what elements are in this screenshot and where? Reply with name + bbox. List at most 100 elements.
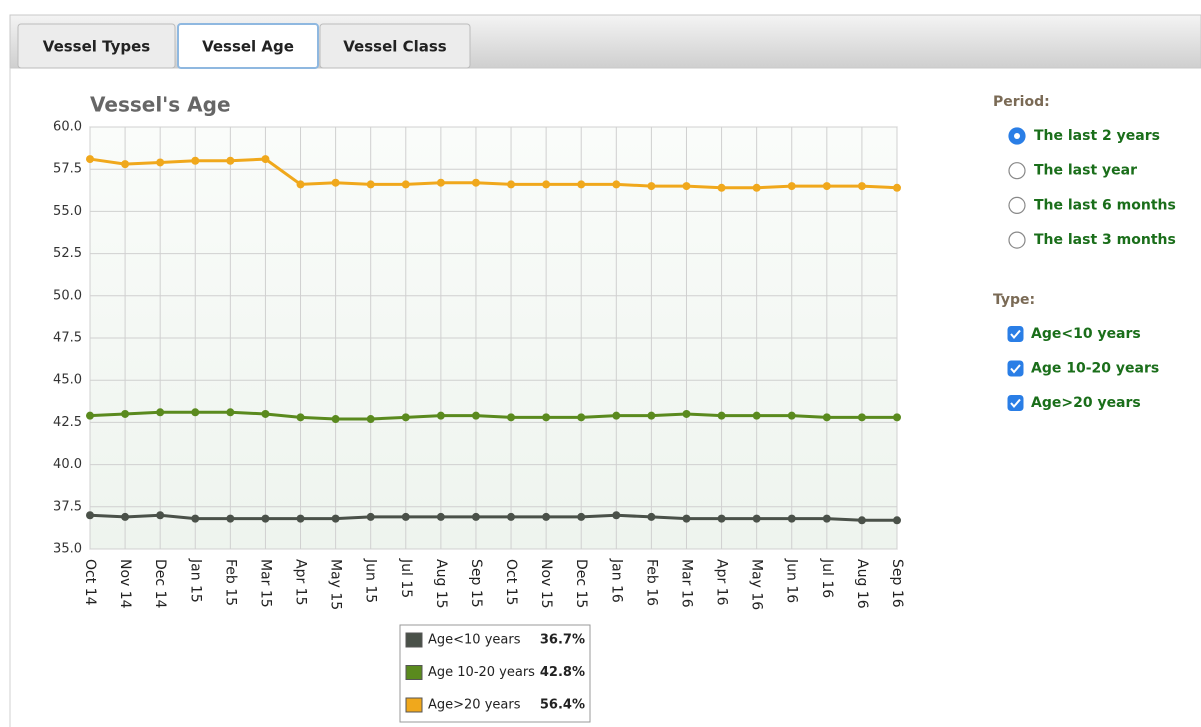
y-tick-label: 35.0 [53,542,82,557]
point [261,514,270,523]
point [717,411,726,420]
point [366,180,375,189]
point [121,160,130,169]
legend-swatch [405,697,423,713]
x-tick-label: Dec 15 [573,559,589,608]
radio-dot[interactable] [1014,133,1020,139]
x-tick-label: Jun 16 [784,558,800,603]
legend-name: Age 10-20 years [428,665,535,680]
radio[interactable] [1008,231,1026,249]
point [296,180,305,189]
y-tick-label: 47.5 [53,331,82,346]
y-tick-label: 40.0 [53,457,82,472]
legend-value: 42.8% [540,665,585,680]
point [156,158,165,167]
x-tick-label: Apr 15 [293,559,309,605]
y-tick-label: 45.0 [53,373,82,388]
y-tick-label: 57.5 [53,162,82,177]
point [226,156,235,165]
radio[interactable] [1008,196,1026,214]
x-tick-label: Sep 15 [468,559,484,608]
point [366,415,375,424]
checkbox-label[interactable]: Age>20 years [1031,395,1141,411]
radio-label[interactable]: The last 6 months [1034,197,1176,213]
checkbox[interactable] [1007,326,1024,342]
check-mark[interactable] [1010,364,1021,374]
type-label: Type: [993,292,1035,308]
x-tick-label: Mar 15 [257,559,273,608]
y-tick-label: 37.5 [53,499,82,514]
point [752,514,761,523]
x-tick-label: Feb 15 [222,559,238,606]
point [507,180,516,189]
x-tick-label: May 16 [749,559,765,610]
point [436,512,445,521]
tab-label[interactable]: Vessel Class [343,38,447,56]
checkbox[interactable] [1007,395,1024,411]
x-tick-label: Aug 15 [433,559,449,609]
checkbox-label[interactable]: Age 10-20 years [1031,361,1159,377]
point [787,514,796,523]
point [857,182,866,191]
point [682,514,691,523]
point [86,155,94,164]
checkbox[interactable] [1007,360,1024,377]
point [857,413,866,422]
checkbox-label[interactable]: Age<10 years [1031,326,1141,342]
point [331,514,340,523]
radio-label[interactable]: The last year [1034,163,1137,179]
x-tick-label: Feb 16 [643,559,659,606]
point [647,411,656,420]
point [471,411,480,420]
tab[interactable] [17,23,176,69]
legend-value: 56.4% [540,698,585,713]
point [577,180,586,189]
point [121,409,130,418]
point [156,511,165,520]
point [261,409,270,418]
point [226,514,235,523]
tab[interactable] [177,23,319,69]
point [401,413,410,422]
point [682,182,691,191]
point [542,512,551,521]
radio-label[interactable]: The last 2 years [1034,128,1160,144]
point [331,415,340,424]
point [893,516,901,525]
point [366,512,375,521]
legend-name: Age<10 years [428,633,521,648]
tab[interactable] [319,23,471,69]
point [296,413,305,422]
check-mark[interactable] [1010,398,1021,409]
legend-swatch [405,632,423,648]
legend-swatch [405,665,423,680]
point [191,156,200,165]
y-tick-label: 52.5 [53,246,82,261]
point [647,512,656,521]
tab-label[interactable]: Vessel Types [43,38,150,56]
radio-label[interactable]: The last 3 months [1034,232,1176,248]
point [822,182,831,191]
x-tick-label: Sep 16 [889,559,905,608]
point [156,408,165,417]
point [507,413,516,422]
x-tick-label: Nov 14 [117,559,133,609]
point [612,511,621,520]
point [401,512,410,521]
point [612,411,621,420]
point [121,512,130,521]
y-tick-label: 55.0 [53,204,82,219]
point [893,413,901,422]
check-mark[interactable] [1010,329,1021,340]
y-tick-label: 60.0 [53,120,82,135]
point [436,411,445,420]
point [226,408,235,417]
x-tick-label: Jun 15 [363,558,379,603]
point [857,516,866,525]
radio[interactable] [1008,162,1026,180]
tab-label[interactable]: Vessel Age [202,38,294,56]
point [86,411,94,420]
x-tick-label: Aug 16 [854,559,870,609]
